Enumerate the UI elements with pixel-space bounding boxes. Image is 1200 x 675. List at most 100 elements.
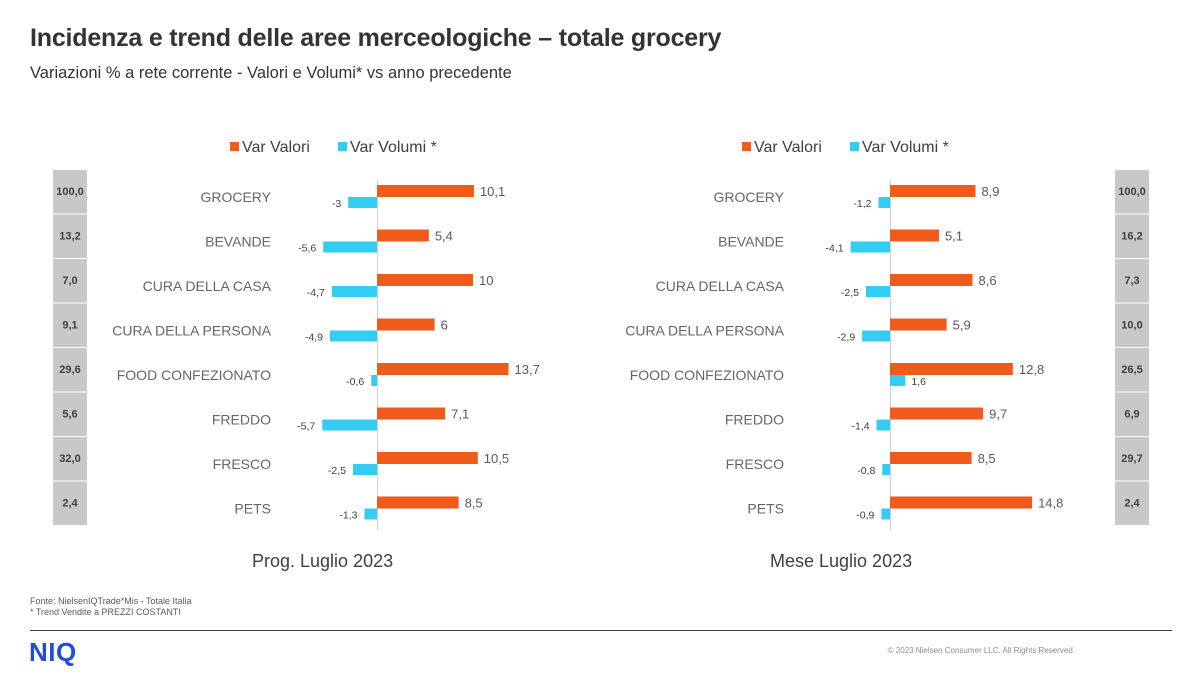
legend-label-volumi-mese: Var Volumi * (862, 139, 949, 156)
page-title: Incidenza e trend delle aree merceologic… (30, 24, 722, 52)
share-label-prog: 32,0 (59, 453, 80, 465)
bar-valori-mese (890, 452, 972, 464)
data-label-volumi-prog: -2,5 (328, 465, 346, 477)
data-label-volumi-prog: -4,7 (307, 287, 325, 299)
data-label-valori-mese: 5,9 (953, 318, 971, 333)
category-label-prog: FREDDO (212, 412, 271, 428)
bar-valori-mese (890, 229, 939, 242)
legend-label-valori-mese: Var Valori (754, 139, 822, 156)
share-box-prog (53, 481, 87, 525)
legend-label-volumi-prog: Var Volumi * (350, 139, 437, 156)
period-label-prog: Prog. Luglio 2023 (252, 551, 394, 571)
share-label-prog: 100,0 (56, 186, 84, 198)
share-box-prog (53, 170, 87, 214)
data-label-valori-prog: 10,1 (480, 184, 505, 199)
data-label-volumi-mese: -1,2 (853, 198, 871, 210)
share-box-prog (53, 437, 87, 481)
category-label-mese: CURA DELLA CASA (656, 278, 785, 294)
bar-valori-prog (377, 274, 473, 286)
category-label-mese: FOOD CONFEZIONATO (630, 367, 784, 383)
bar-volumi-mese (876, 419, 890, 431)
data-label-valori-prog: 10 (479, 273, 493, 288)
bar-volumi-mese (882, 464, 890, 475)
bar-volumi-mese (850, 241, 890, 253)
share-label-prog: 13,2 (59, 231, 80, 243)
legend-swatch-valori-mese (742, 142, 751, 151)
category-label-mese: FREDDO (725, 412, 784, 428)
data-label-volumi-mese: -2,9 (837, 332, 855, 344)
category-label-prog: PETS (234, 501, 271, 517)
footer-divider (30, 630, 1172, 631)
data-label-volumi-mese: 1,6 (911, 376, 926, 388)
share-box-prog (53, 303, 87, 347)
period-label-mese: Mese Luglio 2023 (770, 551, 913, 571)
category-label-mese: CURA DELLA PERSONA (625, 323, 784, 339)
bar-valori-prog (377, 185, 474, 197)
share-box-mese (1115, 303, 1149, 347)
bar-valori-mese (890, 496, 1033, 509)
bar-volumi-prog (364, 508, 377, 520)
category-label-prog: CURA DELLA PERSONA (112, 323, 271, 339)
data-label-valori-prog: 6 (441, 318, 448, 333)
data-label-volumi-mese: -1,4 (851, 421, 869, 433)
bar-valori-mese (890, 185, 976, 197)
data-label-valori-mese: 14,8 (1038, 496, 1063, 511)
data-label-valori-prog: 8,5 (465, 496, 483, 511)
data-label-valori-mese: 9,7 (989, 407, 1007, 422)
bar-valori-prog (377, 452, 478, 464)
data-label-valori-mese: 12,8 (1019, 362, 1044, 377)
share-label-mese: 10,0 (1121, 320, 1142, 332)
data-label-volumi-prog: -5,6 (298, 243, 316, 255)
share-label-mese: 100,0 (1118, 186, 1146, 198)
share-box-prog (53, 259, 87, 303)
share-label-mese: 16,2 (1121, 231, 1142, 243)
data-label-volumi-mese: -2,5 (841, 287, 859, 299)
data-label-volumi-prog: -3 (332, 198, 341, 210)
data-label-valori-mese: 5,1 (945, 229, 963, 244)
category-label-prog: GROCERY (200, 189, 271, 205)
data-label-volumi-prog: -1,3 (339, 510, 357, 522)
bar-volumi-mese (866, 286, 890, 297)
share-box-mese (1115, 392, 1149, 436)
bar-volumi-mese (878, 197, 890, 208)
legend-label-valori-prog: Var Valori (242, 139, 310, 156)
data-label-volumi-prog: -4,9 (305, 332, 323, 344)
share-label-prog: 5,6 (62, 409, 77, 421)
data-label-volumi-prog: -5,7 (297, 421, 315, 433)
share-label-mese: 2,4 (1124, 498, 1140, 510)
bar-valori-mese (890, 318, 947, 331)
share-box-mese (1115, 348, 1149, 392)
share-label-prog: 29,6 (59, 364, 80, 376)
category-label-mese: PETS (747, 501, 784, 517)
bar-valori-prog (377, 318, 435, 331)
data-label-volumi-prog: -0,6 (346, 376, 364, 388)
data-label-valori-prog: 5,4 (435, 229, 453, 244)
bar-valori-prog (377, 229, 429, 242)
share-box-prog (53, 348, 87, 392)
category-label-mese: GROCERY (713, 189, 784, 205)
share-label-prog: 9,1 (62, 320, 77, 332)
category-label-mese: BEVANDE (718, 234, 784, 250)
share-label-prog: 7,0 (62, 275, 77, 287)
trend-footnote: * Trend Vendite a PREZZI COSTANTI (30, 607, 181, 617)
data-label-volumi-mese: -0,8 (857, 465, 875, 477)
bar-volumi-prog (322, 419, 377, 431)
share-label-mese: 26,5 (1121, 364, 1142, 376)
bar-volumi-mese (862, 330, 890, 342)
data-label-valori-mese: 8,9 (981, 184, 999, 199)
data-label-valori-mese: 8,6 (979, 273, 997, 288)
share-label-mese: 6,9 (1124, 409, 1139, 421)
share-label-mese: 29,7 (1121, 453, 1142, 465)
bar-valori-mese (890, 407, 984, 420)
legend-swatch-valori-prog (230, 142, 239, 151)
category-label-prog: BEVANDE (205, 234, 271, 250)
category-label-prog: FRESCO (213, 456, 271, 472)
bar-volumi-prog (348, 197, 377, 208)
source-footnote: Fonte: NielsenIQTrade*Mis - Totale Itali… (30, 596, 192, 606)
bar-valori-prog (377, 407, 446, 420)
bar-volumi-prog (353, 464, 377, 475)
share-label-prog: 2,4 (62, 498, 78, 510)
share-box-mese (1115, 214, 1149, 258)
share-box-prog (53, 214, 87, 258)
